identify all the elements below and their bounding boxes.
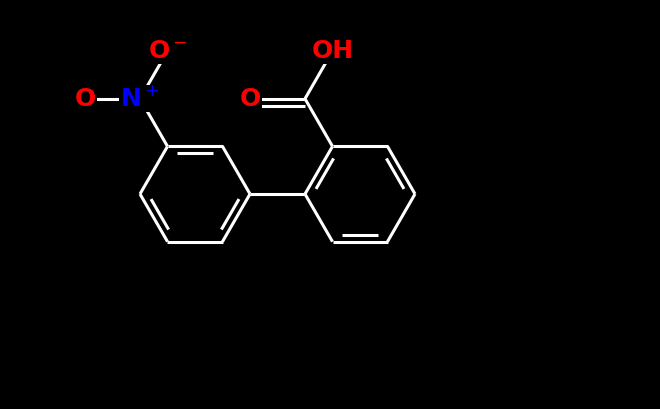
Text: O: O (75, 87, 96, 111)
Text: N$^+$: N$^+$ (120, 86, 160, 111)
Text: O$^-$: O$^-$ (148, 39, 187, 63)
Text: OH: OH (312, 39, 354, 63)
Text: O: O (240, 87, 261, 111)
